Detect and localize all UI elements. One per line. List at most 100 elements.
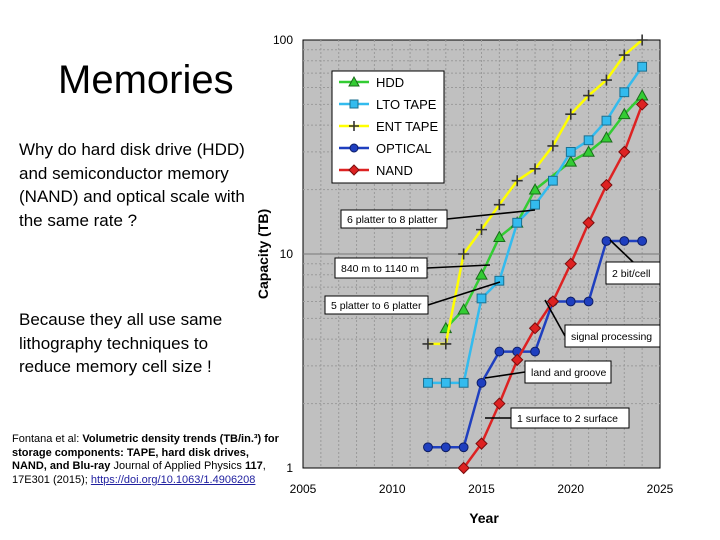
data-point-optical	[423, 442, 433, 453]
x-tick-label: 2020	[557, 482, 584, 496]
data-point-hdd	[528, 183, 542, 195]
annotation-label: 1 surface to 2 surface	[517, 413, 618, 425]
y-axis-label: Capacity (TB)	[255, 209, 271, 299]
data-point-hdd	[582, 145, 595, 157]
citation-rest: , 17E301 (2015);	[12, 460, 266, 486]
citation-authors: Fontana et al:	[12, 433, 83, 445]
annotation-label: land and groove	[531, 367, 606, 379]
data-point-nand	[493, 397, 506, 410]
data-point-lto-tape	[548, 175, 558, 186]
annotation-label: 2 bit/cell	[612, 268, 651, 280]
data-point-ent-tape	[618, 49, 630, 61]
y-tick-label: 10	[280, 247, 294, 261]
data-point-lto-tape	[440, 377, 451, 388]
answer-paragraph: Because they all use same lithography te…	[19, 310, 223, 376]
data-point-lto-tape	[583, 135, 594, 146]
data-point-ent-tape	[422, 338, 434, 350]
data-point-lto-tape	[494, 275, 505, 286]
data-point-lto-tape	[512, 217, 523, 228]
legend-entry-lto-tape: LTO TAPE	[339, 97, 437, 112]
data-point-optical	[601, 236, 612, 246]
annotations-group: 6 platter to 8 platter 840 m to 1140 m 5 p…	[324, 209, 661, 429]
annotation-arrow	[426, 264, 491, 269]
data-point-hdd	[564, 155, 578, 167]
data-point-hdd	[493, 230, 506, 242]
axis-ticks: 2005 2010 2015 2020 2025 1 10 100	[273, 33, 674, 496]
series-lto-tape	[423, 61, 648, 388]
annotation-label: 840 m to 1140 m	[341, 263, 419, 275]
data-point-lto-tape	[530, 199, 540, 210]
question-paragraph: Why do hard disk drive (HDD) and semicon…	[19, 140, 245, 230]
annotation-frame	[510, 407, 630, 429]
x-tick-label: 2005	[290, 482, 317, 496]
annotation-frame	[524, 360, 612, 384]
data-point-ent-tape	[547, 140, 559, 152]
annotation-label: 5 platter to 6 platter	[331, 300, 422, 312]
data-point-lto-tape	[601, 115, 612, 126]
data-point-lto-tape	[476, 293, 487, 304]
legend-marker	[349, 99, 359, 109]
annotation-frame	[324, 295, 429, 315]
legend-label: OPTICAL	[376, 141, 432, 156]
data-point-optical	[458, 442, 469, 453]
annotation-box: signal processing	[544, 299, 661, 348]
x-tick-label: 2010	[379, 482, 406, 496]
annotation-arrow	[484, 371, 526, 379]
annotation-box: land and groove	[484, 360, 612, 384]
data-point-lto-tape	[637, 61, 648, 72]
data-point-lto-tape	[565, 146, 576, 157]
legend-label: LTO TAPE	[376, 97, 437, 112]
x-tick-label: 2025	[647, 482, 674, 496]
data-point-hdd	[457, 303, 470, 315]
data-point-optical	[565, 296, 576, 307]
data-point-nand	[564, 257, 577, 270]
annotation-box: 1 surface to 2 surface	[485, 407, 630, 429]
annotation-arrow	[446, 209, 536, 220]
data-point-hdd	[600, 131, 613, 143]
legend-entry-optical: OPTICAL	[339, 141, 432, 156]
annotation-box: 2 bit/cell	[605, 239, 661, 285]
data-point-nand	[546, 295, 560, 308]
citation-journal: Journal of Applied Physics	[110, 460, 245, 472]
annotation-arrow	[544, 299, 566, 337]
data-point-lto-tape	[423, 377, 433, 388]
citation-doi-link[interactable]: https://doi.org/10.1063/1.4906208	[90, 473, 256, 486]
series-nand	[457, 98, 649, 475]
annotation-frame	[340, 209, 448, 229]
annotation-frame	[334, 257, 428, 279]
data-point-ent-tape	[458, 248, 470, 260]
legend-label: HDD	[376, 75, 404, 90]
legend-entry-hdd: HDD	[339, 75, 404, 90]
data-point-optical	[476, 377, 487, 388]
x-tick-label: 2015	[468, 482, 495, 496]
data-point-lto-tape	[619, 87, 630, 98]
data-point-optical	[494, 346, 505, 357]
legend-label: NAND	[376, 163, 413, 178]
legend-entry-nand: NAND	[339, 163, 413, 178]
legend-label: ENT TAPE	[376, 119, 438, 134]
annotation-arrow	[609, 239, 634, 263]
data-point-nand	[475, 437, 488, 450]
citation-title: Volumetric density trends (TB/in.³) for …	[12, 433, 279, 472]
data-point-ent-tape	[565, 108, 577, 120]
legend-marker	[349, 143, 359, 153]
data-point-optical	[530, 346, 540, 357]
data-point-hdd	[617, 107, 631, 120]
data-point-ent-tape	[476, 224, 487, 236]
data-point-ent-tape	[511, 175, 523, 187]
annotation-label: signal processing	[571, 331, 652, 343]
annotation-box: 5 platter to 6 platter	[324, 281, 501, 315]
annotation-frame	[564, 324, 661, 348]
data-point-ent-tape	[493, 199, 505, 211]
annotation-frame	[605, 261, 661, 285]
data-point-nand	[635, 98, 649, 111]
grid-lines	[303, 40, 660, 468]
data-point-ent-tape	[440, 338, 452, 350]
data-point-optical	[619, 236, 630, 246]
annotation-label: 6 platter to 8 platter	[347, 214, 438, 226]
series-optical	[423, 236, 648, 453]
citation: Fontana et al: Volumetric density trends…	[12, 433, 282, 487]
annotation-arrow	[427, 281, 501, 306]
legend-marker	[348, 75, 360, 87]
